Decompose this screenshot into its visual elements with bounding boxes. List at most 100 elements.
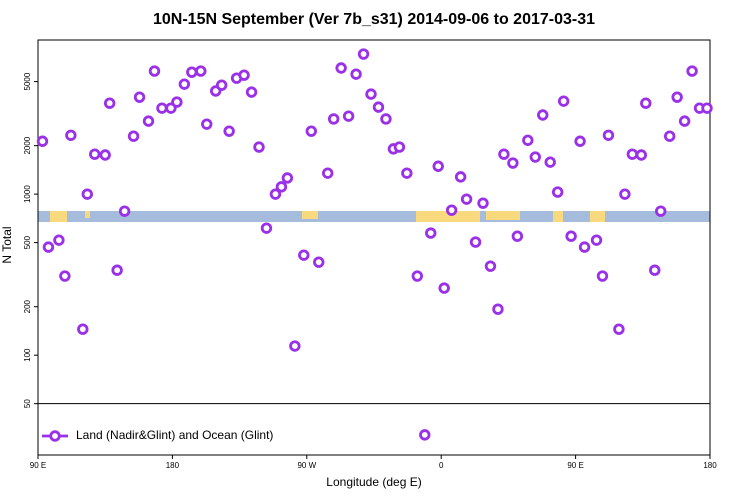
data-point — [507, 157, 519, 169]
data-point — [133, 91, 146, 103]
data-point — [148, 65, 161, 77]
land-patch — [416, 211, 480, 222]
data-point — [223, 125, 235, 137]
y-tick-label: 1000 — [23, 185, 32, 203]
data-point — [537, 109, 549, 121]
ocean-strip — [38, 211, 710, 222]
data-point — [655, 205, 667, 217]
data-point — [613, 323, 625, 335]
data-point — [557, 95, 570, 107]
data-point — [565, 230, 577, 242]
data-point — [103, 97, 116, 109]
data-point — [635, 149, 648, 161]
data-point — [53, 234, 65, 246]
data-point — [445, 204, 458, 216]
y-axis-label: N Total — [0, 226, 14, 263]
data-point — [327, 113, 340, 125]
data-point — [335, 62, 347, 74]
data-point — [186, 66, 198, 78]
data-point — [419, 429, 431, 441]
data-point — [171, 96, 183, 108]
data-point — [81, 188, 93, 200]
data-point — [425, 227, 437, 239]
legend-marker — [49, 430, 61, 442]
land-patch — [85, 211, 90, 218]
data-point — [260, 222, 273, 234]
data-point — [686, 65, 698, 77]
data-point — [438, 282, 450, 294]
data-point — [36, 135, 49, 147]
plot-frame — [37, 39, 711, 456]
data-point — [649, 264, 661, 276]
data-point — [350, 68, 362, 80]
data-point — [42, 241, 55, 253]
data-point — [596, 270, 609, 282]
data-point — [99, 149, 111, 161]
y-tick-label: 2000 — [23, 136, 32, 154]
land-patch — [486, 211, 520, 220]
x-tick-label: 0 — [439, 461, 444, 470]
data-point — [454, 171, 467, 183]
x-tick-label: 90 E — [30, 461, 46, 470]
x-tick-label: 90 E — [567, 461, 583, 470]
x-tick-label: 180 — [703, 461, 717, 470]
data-point — [663, 130, 676, 142]
data-point — [393, 141, 406, 153]
data-point — [551, 186, 564, 198]
data-point — [477, 197, 489, 209]
data-point — [59, 270, 71, 282]
data-point — [77, 323, 89, 335]
data-point — [215, 79, 228, 91]
x-axis-label: Longitude (deg E) — [326, 475, 421, 489]
data-point — [492, 303, 504, 315]
map-strip — [38, 211, 710, 222]
data-point — [298, 249, 310, 261]
data-point — [484, 260, 497, 272]
chart-title: 10N-15N September (Ver 7b_s31) 2014-09-0… — [153, 11, 595, 28]
data-point — [142, 115, 155, 127]
data-point — [511, 230, 524, 242]
data-point — [578, 241, 591, 253]
data-point — [111, 264, 123, 276]
data-point — [432, 160, 444, 172]
data-point — [269, 188, 282, 200]
data-point — [342, 110, 355, 122]
data-point — [253, 141, 265, 153]
x-tick-label: 90 W — [297, 461, 316, 470]
data-point — [522, 134, 534, 146]
data-point — [619, 188, 631, 200]
data-point — [305, 125, 317, 137]
data-point — [626, 148, 639, 160]
data-point — [89, 148, 101, 160]
data-point — [313, 256, 325, 268]
data-point — [365, 88, 377, 100]
y-tick-label: 200 — [23, 299, 32, 313]
data-point — [380, 113, 392, 125]
data-point — [671, 91, 683, 103]
data-point — [195, 65, 207, 77]
data-point — [701, 102, 713, 114]
data-point — [178, 78, 191, 90]
data-point — [498, 148, 510, 160]
data-point — [127, 130, 140, 142]
data-point — [275, 181, 288, 193]
y-tick-label: 500 — [23, 235, 32, 249]
y-tick-label: 100 — [23, 348, 32, 362]
data-point — [201, 118, 213, 130]
data-point — [281, 172, 294, 184]
data-point — [238, 69, 250, 81]
data-point — [156, 102, 168, 114]
land-patch — [590, 211, 605, 222]
data-point — [544, 156, 556, 168]
data-point — [65, 129, 77, 141]
data-point — [678, 115, 691, 127]
data-point — [322, 167, 334, 179]
land-patch — [553, 211, 563, 222]
data-point — [460, 193, 473, 205]
land-patch — [302, 211, 318, 219]
legend-label: Land (Nadir&Glint) and Ocean (Glint) — [76, 428, 273, 442]
data-point — [118, 205, 131, 217]
data-point — [372, 101, 385, 113]
data-point — [245, 86, 258, 98]
